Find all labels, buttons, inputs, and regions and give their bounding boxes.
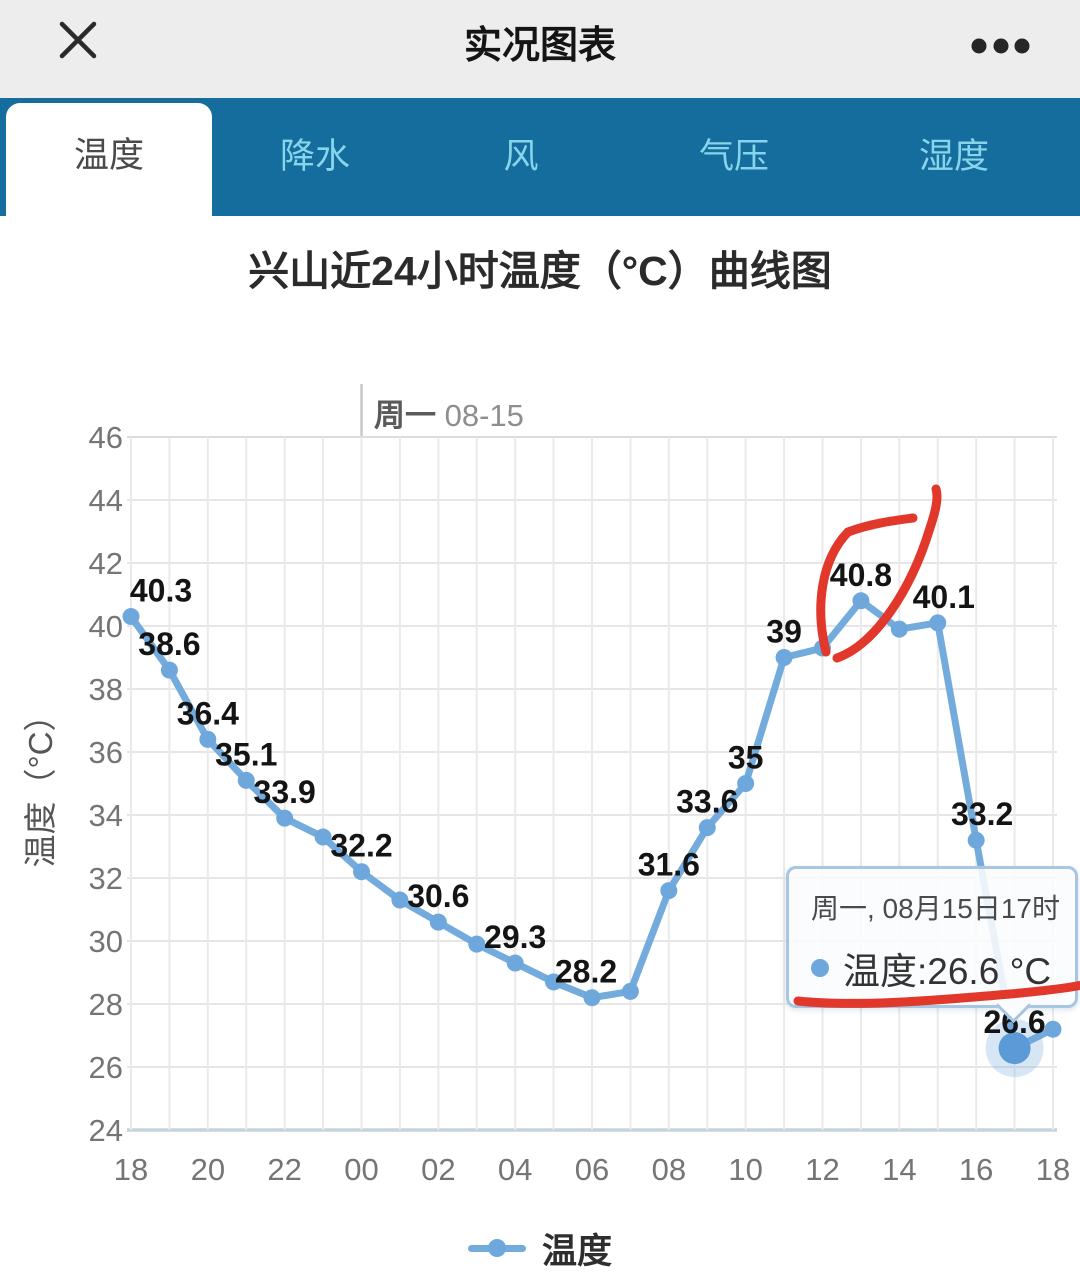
data-point[interactable] xyxy=(160,661,178,679)
ellipsis-icon xyxy=(971,38,1030,54)
data-point[interactable] xyxy=(929,614,947,632)
y-tick-label: 34 xyxy=(89,798,123,833)
data-label: 38.6 xyxy=(138,626,200,662)
tab-temperature[interactable]: 温度 xyxy=(6,103,212,216)
data-label: 30.6 xyxy=(407,878,469,914)
x-tick-label: 10 xyxy=(728,1152,762,1187)
x-tick-label: 18 xyxy=(114,1152,148,1187)
x-tick-label: 02 xyxy=(421,1152,455,1187)
red-annotation-circle-right xyxy=(832,484,942,663)
header: 实况图表 xyxy=(0,0,1080,98)
x-tick-label: 06 xyxy=(575,1152,609,1187)
data-label: 40.8 xyxy=(830,557,892,593)
data-point[interactable] xyxy=(1044,1020,1062,1038)
tab-bar: 温度 降水 风 气压 湿度 xyxy=(0,98,1080,216)
data-point[interactable] xyxy=(737,775,755,792)
data-label: 33.2 xyxy=(951,796,1013,832)
chart-title: 兴山近24小时温度（°C）曲线图 xyxy=(248,248,832,294)
data-point[interactable] xyxy=(852,592,870,610)
data-label: 33.9 xyxy=(254,774,316,810)
x-tick-label: 22 xyxy=(267,1152,301,1187)
y-tick-label: 42 xyxy=(89,546,123,581)
data-point[interactable] xyxy=(391,891,409,909)
y-tick-label: 40 xyxy=(89,609,123,644)
data-point[interactable] xyxy=(583,989,601,1007)
data-point[interactable] xyxy=(468,935,486,953)
tab-humidity[interactable]: 湿度 xyxy=(918,137,989,176)
data-point[interactable] xyxy=(967,831,985,849)
data-point[interactable] xyxy=(621,982,639,1000)
legend-marker-icon xyxy=(467,1238,526,1258)
y-tick-label: 38 xyxy=(89,672,123,707)
selected-point-halo xyxy=(985,1019,1044,1078)
x-tick-label: 08 xyxy=(652,1152,686,1187)
data-point[interactable] xyxy=(698,819,716,837)
tooltip-value: 温度:26.6 °C xyxy=(843,951,1052,992)
data-label: 35.1 xyxy=(215,736,277,772)
data-label: 39 xyxy=(766,614,802,650)
data-label: 32.2 xyxy=(330,828,392,864)
tab-wind[interactable]: 风 xyxy=(503,137,539,176)
tooltip-series-dot-icon xyxy=(811,959,829,977)
y-axis-title: 温度（°C） xyxy=(22,698,59,867)
y-tick-label: 36 xyxy=(89,735,123,770)
x-tick-label: 14 xyxy=(882,1152,916,1187)
data-point[interactable] xyxy=(353,863,370,881)
legend-label: 温度 xyxy=(541,1231,612,1271)
x-tick-label: 18 xyxy=(1036,1152,1070,1187)
tab-precipitation[interactable]: 降水 xyxy=(279,137,350,176)
y-tick-label: 26 xyxy=(89,1050,123,1085)
y-tick-label: 28 xyxy=(89,987,123,1022)
page-title: 实况图表 xyxy=(463,25,616,67)
data-point-selected[interactable] xyxy=(998,1032,1031,1065)
data-label: 29.3 xyxy=(484,919,546,955)
y-tick-label: 46 xyxy=(89,420,123,455)
x-tick-label: 16 xyxy=(959,1152,993,1187)
data-point[interactable] xyxy=(276,809,294,827)
data-label: 33.6 xyxy=(676,784,738,820)
y-tick-label: 24 xyxy=(89,1113,123,1148)
tooltip-date: 周一, 08月15日17时 xyxy=(811,893,1060,924)
data-point[interactable] xyxy=(890,620,908,638)
y-tick-label: 30 xyxy=(89,924,123,959)
tab-pressure[interactable]: 气压 xyxy=(698,137,769,176)
y-tick-label: 32 xyxy=(89,861,123,896)
data-label: 31.6 xyxy=(638,847,700,883)
data-point[interactable] xyxy=(814,639,831,657)
data-point[interactable] xyxy=(237,771,255,789)
x-tick-label: 00 xyxy=(344,1152,378,1187)
tooltip: 周一, 08月15日17时 温度:26.6 °C xyxy=(786,866,1078,1024)
x-tick-label: 04 xyxy=(498,1152,532,1187)
legend-item-temperature[interactable]: 温度 xyxy=(0,1220,1080,1276)
x-tick-label: 12 xyxy=(805,1152,839,1187)
data-point[interactable] xyxy=(314,828,332,846)
data-point[interactable] xyxy=(122,608,140,626)
data-point[interactable] xyxy=(660,882,678,900)
red-annotation-circle-left xyxy=(816,513,918,657)
data-label: 28.2 xyxy=(555,954,617,990)
data-label: 35 xyxy=(728,740,764,776)
y-tick-label: 44 xyxy=(89,483,123,518)
data-point[interactable] xyxy=(429,913,447,931)
more-button[interactable] xyxy=(966,16,1036,64)
x-tick-label: 20 xyxy=(191,1152,225,1187)
data-point[interactable] xyxy=(775,649,793,666)
data-label: 40.1 xyxy=(913,579,975,615)
data-label: 36.4 xyxy=(177,695,239,731)
data-point[interactable] xyxy=(199,730,217,748)
data-label: 40.3 xyxy=(130,573,192,609)
data-point[interactable] xyxy=(545,973,563,991)
data-point[interactable] xyxy=(506,954,524,972)
day-label: 周一 08-15 xyxy=(374,398,524,433)
